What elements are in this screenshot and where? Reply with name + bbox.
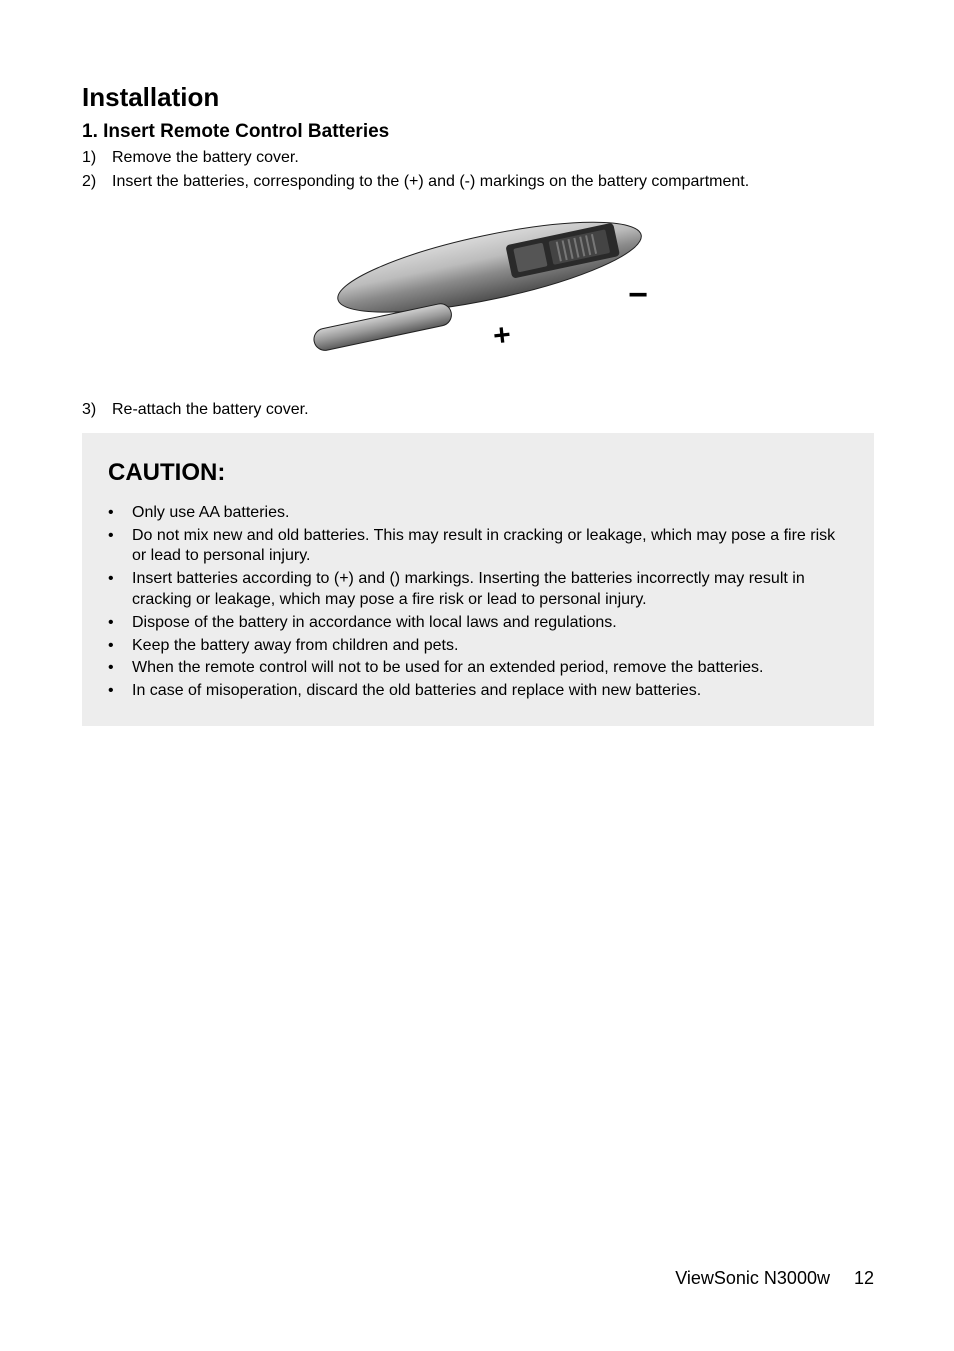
footer-page-number: 12 — [854, 1268, 874, 1288]
list-item: • Keep the battery away from children and… — [108, 636, 848, 657]
step-number: 2) — [82, 171, 104, 193]
bullet-text: Only use AA batteries. — [132, 503, 289, 524]
bullet-text: Keep the battery away from children and … — [132, 636, 458, 657]
caution-panel: CAUTION: •Only use AA batteries. •Do not… — [82, 433, 874, 726]
step-item: 3) Re-attach the battery cover. — [82, 399, 874, 421]
bullet-icon: • — [108, 636, 124, 657]
list-item: • Only use AA batteries. — [108, 503, 848, 524]
bullet-text: In case of misoperation, discard the old… — [132, 681, 701, 702]
plus-icon: + — [492, 318, 513, 353]
caution-title: CAUTION: — [108, 459, 848, 487]
step-item: 1) Remove the battery cover. — [82, 147, 874, 169]
list-item: • In case of misoperation, discard the ol… — [108, 681, 848, 702]
list-item: • Dispose of the battery in accordance wi… — [108, 613, 848, 634]
step-number: 1) — [82, 147, 104, 169]
remote-battery-figure: + − — [82, 210, 874, 365]
minus-icon: − — [628, 276, 648, 314]
step-text: Re-attach the battery cover. — [112, 399, 309, 421]
step-text: Insert the batteries, corresponding to t… — [112, 171, 749, 193]
bullet-text: Insert batteries according to (+) and ()… — [132, 569, 848, 611]
bullet-icon: • — [108, 526, 124, 568]
bullet-icon: • — [108, 681, 124, 702]
bullet-icon: • — [108, 569, 124, 611]
bullet-icon: • — [108, 503, 124, 524]
step-number: 3) — [82, 399, 104, 421]
caution-bullet-list: •Only use AA batteries. •Do not mix new … — [108, 503, 848, 702]
bullet-text: When the remote control will not to be u… — [132, 658, 763, 679]
ordered-steps-bottom: 3) Re-attach the battery cover. — [82, 399, 874, 421]
list-item: •Insert batteries according to (+) and (… — [108, 569, 848, 611]
bullet-icon: • — [108, 613, 124, 634]
bullet-icon: • — [108, 658, 124, 679]
list-item: •Do not mix new and old batteries. This … — [108, 526, 848, 568]
list-item: • When the remote control will not to be … — [108, 658, 848, 679]
page-title: Installation — [82, 82, 874, 113]
step-item: 2) Insert the batteries, corresponding t… — [82, 171, 874, 193]
bullet-text: Dispose of the battery in accordance wit… — [132, 613, 617, 634]
page-footer: ViewSonic N3000w 12 — [675, 1268, 874, 1289]
bullet-text: Do not mix new and old batteries. This m… — [132, 526, 848, 568]
step-text: Remove the battery cover. — [112, 147, 299, 169]
section-title: 1. Insert Remote Control Batteries — [82, 121, 874, 143]
footer-brand-model: ViewSonic N3000w — [675, 1268, 830, 1288]
ordered-steps-top: 1) Remove the battery cover. 2) Insert t… — [82, 147, 874, 192]
